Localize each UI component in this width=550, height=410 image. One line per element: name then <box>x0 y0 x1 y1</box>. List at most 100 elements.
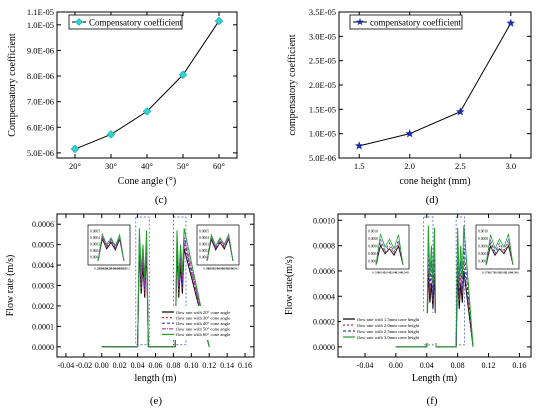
y-tick-label: 0.0000 <box>32 343 54 352</box>
x-tick-label: 0.10 <box>184 361 198 370</box>
inset-series-line <box>485 241 514 266</box>
y-tick-label: 5.0E-06 <box>309 153 336 163</box>
x-axis-label: length (m) <box>135 373 177 384</box>
x-tick-label: 3.0 <box>505 161 516 171</box>
y-tick-label: 0.0005 <box>32 241 54 250</box>
inset-y-tick-label: 0.0008 <box>478 237 488 241</box>
x-tick-label: 0.02 <box>113 361 127 370</box>
inset-x-tick-label: 0.076 <box>482 271 490 275</box>
inset-x-tick-label: 0.050 <box>118 267 126 271</box>
y-axis-label: Flow rate(m/s) <box>284 256 295 315</box>
x-tick-label: 0.16 <box>238 361 252 370</box>
x-tick-label: 0.06 <box>149 361 163 370</box>
panel-c: 5.0E-06 6.0E-06 7.0E-06 8.0E-06 9.0E-06 1.0E-… <box>7 7 238 206</box>
inset-series-line <box>485 244 514 266</box>
legend-box <box>68 14 183 30</box>
legend-label: flow rate with 2.5mm cone height <box>357 329 420 334</box>
y-tick-label: 1.1E-05 <box>27 7 54 17</box>
x-tick-label: -0.02 <box>76 361 93 370</box>
y-tick-label: 7.0E-06 <box>27 97 54 107</box>
legend-label: flow rate with 60° cone angle <box>176 332 230 337</box>
inset-series-line <box>206 232 234 262</box>
y-tick-label: 9.0E-06 <box>27 45 54 55</box>
inset-x-tick-label: 0.084 <box>505 271 513 275</box>
panel-f: 0.0000 0.0002 0.0004 0.0006 0.0008 0.0010 -0.0… <box>284 213 532 407</box>
inset-y-tick-label: 0.0001 <box>199 256 209 260</box>
inset-x-tick-label: 0.090 <box>227 267 235 271</box>
y-tick-label: 2.5E-05 <box>309 56 336 66</box>
y-tick-label: 0.0002 <box>313 318 335 327</box>
y-tick-label: 2.0E-05 <box>309 80 336 90</box>
x-tick-label: 0.08 <box>166 361 180 370</box>
panel-label: (d) <box>426 194 439 206</box>
x-tick-label: 0.12 <box>202 361 216 370</box>
inset-x-tick-label: 0.046 <box>110 267 118 271</box>
inset-x-tick-label: 0.084 <box>213 267 221 271</box>
y-tick-label: 1.0E-05 <box>309 129 336 139</box>
y-axis-label: Compensatory coefficient <box>7 33 18 137</box>
legend-box <box>160 306 246 340</box>
y-tick-label: 0.0000 <box>313 343 335 352</box>
legend-label: flow rate with 2.0mm cone height <box>357 323 420 328</box>
inset-y-tick-label: 0.0002 <box>199 249 209 253</box>
inset-y-tick-label: 0.0004 <box>478 252 488 256</box>
series-line <box>359 22 512 147</box>
data-point <box>142 107 152 116</box>
data-point <box>506 18 516 27</box>
inset-x-tick-label: 0.038 <box>372 271 380 275</box>
x-tick-label: 0.12 <box>482 361 496 370</box>
legend-label: flow rate with 3.0mm cone height <box>357 335 420 340</box>
data-point <box>405 129 415 138</box>
inset-x-tick-label: 0.046 <box>395 271 403 275</box>
inset-y-tick-label: 0.0002 <box>478 260 488 264</box>
y-tick-label: 0.0004 <box>32 261 54 270</box>
inset-y-tick-label: 0.0005 <box>90 230 100 234</box>
inset-x-tick-label: 0.086 <box>511 271 519 275</box>
inset-x-tick-label: 0.078 <box>488 271 496 275</box>
y-tick-label: 1.0E-05 <box>27 20 54 30</box>
series-line <box>74 20 220 150</box>
x-tick-label: 0.00 <box>389 361 403 370</box>
data-point <box>455 107 465 116</box>
legend-marker <box>356 18 364 26</box>
x-tick-label: 50° <box>177 161 189 171</box>
x-tick-label: 0.08 <box>451 361 465 370</box>
x-axis-label: Length (m) <box>412 373 457 384</box>
inset-y-tick-label: 0.0010 <box>368 230 378 234</box>
x-tick-label: 0.16 <box>512 361 526 370</box>
legend-box <box>341 313 437 343</box>
x-axis-label: cone height (mm) <box>399 176 470 187</box>
x-tick-label: -0.04 <box>357 361 374 370</box>
inset-series-line <box>375 244 404 266</box>
inset-series-line <box>375 233 404 266</box>
zoom-box <box>423 216 434 346</box>
y-axis-label: compensatory coefficient <box>287 34 298 135</box>
zoom-box <box>173 216 187 346</box>
inset-series-line <box>485 233 514 266</box>
inset-y-tick-label: 0.0006 <box>368 245 378 249</box>
x-tick-label: 1.5 <box>354 161 365 171</box>
legend-label: flow rate with 20° cone angle <box>176 310 230 315</box>
zoom-box <box>135 216 150 346</box>
x-axis-label: Cone angle (°) <box>118 176 176 187</box>
legend-label: compensatory coefficient <box>370 18 462 28</box>
y-tick-label: 0.0003 <box>32 282 54 291</box>
flow-series-line <box>101 228 210 348</box>
x-tick-label: 2.0 <box>404 161 415 171</box>
panel-label: (c) <box>155 194 168 206</box>
y-tick-label: 5.0E-06 <box>27 148 54 158</box>
inset-y-tick-label: 0.0005 <box>199 230 209 234</box>
inset-x-tick-label: 0.038 <box>94 267 102 271</box>
inset-series-line <box>97 232 125 262</box>
panel-e: 0.0000 0.0001 0.0002 0.0003 0.0004 0.0005 0.00… <box>5 213 255 407</box>
inset-y-tick-label: 0.0002 <box>368 260 378 264</box>
inset-x-tick-label: 0.042 <box>102 267 110 271</box>
x-tick-label: -0.04 <box>58 361 75 370</box>
legend-box <box>349 14 463 30</box>
x-tick-label: 0.04 <box>131 361 145 370</box>
inset-series-line <box>375 238 404 266</box>
inset-x-tick-label: 0.052 <box>122 267 130 271</box>
panel-d: 5.0E-06 1.0E-05 1.5E-05 2.0E-05 2.5E-05 3.0E-… <box>287 7 532 206</box>
plot-frame <box>338 11 532 159</box>
inset-x-tick-label: 0.044 <box>106 267 114 271</box>
